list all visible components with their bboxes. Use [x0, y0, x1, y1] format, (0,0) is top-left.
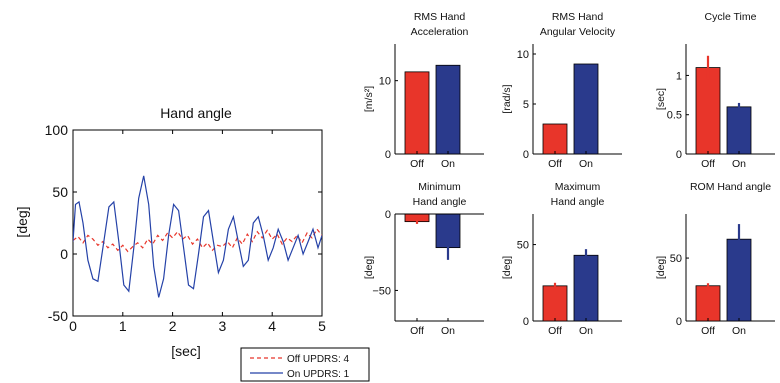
legend-box	[240, 347, 370, 382]
y-axis-label: [deg]	[363, 256, 375, 279]
y-axis-label: [sec]	[655, 88, 667, 110]
bar-chart-5: Maximum Hand angle Off On 0 50 [deg]	[501, 181, 622, 337]
y-tick-label: 0	[676, 316, 682, 328]
x-tick-label: On	[732, 325, 746, 337]
y-tick-label: 0	[60, 246, 68, 262]
y-tick-label: 50	[517, 240, 529, 252]
x-tick-label: On	[579, 325, 593, 337]
hand-angle-ylabel: [deg]	[14, 206, 30, 237]
x-tick-label: 1	[119, 318, 127, 334]
bar-chart-6: ROM Hand angle Off On 0 50[deg]	[655, 181, 775, 337]
hand-angle-legend: Off UPDRS: 4 On UPDRS: 1	[240, 347, 370, 382]
x-tick-label: 4	[268, 318, 276, 334]
y-tick-label: 10	[379, 76, 391, 88]
bar-chart-title: Hand angle	[551, 196, 605, 208]
x-tick-label: 5	[318, 318, 326, 334]
x-tick-label: Off	[548, 325, 562, 337]
bar-chart-3: Cycle Time Off On 0 0.5 1 [sec]	[655, 11, 775, 170]
x-tick-label: On	[732, 158, 746, 170]
y-tick-label: 50	[670, 253, 682, 265]
bar-chart-title: Acceleration	[411, 26, 469, 38]
x-tick-label: Off	[410, 325, 424, 337]
bar-chart-1: RMS Hand Acceleration Off On 0 10 [m/s²]	[363, 11, 484, 170]
legend-off-label: Off UPDRS: 4	[287, 354, 349, 365]
bar-chart-2: RMS Hand Angular Velocity Off On 0 5 10 [rad/s]	[501, 11, 622, 170]
y-tick-label: 10	[517, 49, 529, 61]
series-line-on	[73, 175, 322, 298]
bar-chart-title: RMS Hand	[414, 11, 466, 23]
hand-angle-xlabel: [sec]	[171, 343, 201, 359]
x-tick-label: On	[441, 325, 455, 337]
x-tick-label: On	[441, 158, 455, 170]
x-tick-label: On	[579, 158, 593, 170]
x-tick-label: Off	[548, 158, 562, 170]
bar-on	[435, 64, 461, 155]
y-tick-label: 0	[523, 316, 529, 328]
bar-off	[542, 285, 568, 322]
bar-chart-title: Cycle Time	[705, 11, 757, 23]
x-tick-label: 0	[69, 318, 77, 334]
bar-chart-title: Hand angle	[413, 196, 467, 208]
y-axis-label: [deg]	[655, 256, 667, 279]
hand-angle-title: Hand angle	[160, 105, 232, 121]
y-tick-label: 100	[45, 122, 69, 138]
bar-chart-title: ROM Hand angle	[690, 181, 771, 193]
bar-chart-title: Angular Velocity	[540, 26, 616, 38]
y-tick-label: −50	[372, 285, 391, 297]
y-tick-label: 0.5	[667, 110, 682, 122]
x-tick-label: 2	[169, 318, 177, 334]
bar-on	[726, 106, 752, 155]
y-tick-label: 0	[385, 149, 391, 161]
y-tick-label: 0	[385, 209, 391, 221]
legend-on-label: On UPDRS: 1	[287, 369, 350, 380]
y-axis-label: [deg]	[501, 256, 513, 279]
y-axis-label: [rad/s]	[501, 84, 513, 113]
bar-chart-title: Maximum	[555, 181, 601, 193]
bar-on	[573, 254, 599, 322]
bar-chart-4: Minimum Hand angle Off On 0 −50 [deg]	[363, 181, 484, 337]
series-line-off	[73, 228, 322, 253]
bar-on	[573, 63, 599, 155]
y-axis-label: [m/s²]	[363, 86, 375, 112]
y-tick-label: 5	[523, 99, 529, 111]
x-tick-label: Off	[410, 158, 424, 170]
x-tick-label: 3	[219, 318, 227, 334]
bar-off	[404, 71, 430, 155]
y-tick-label: 1	[676, 70, 682, 82]
bar-chart-title: RMS Hand	[552, 11, 604, 23]
bar-chart-title: Minimum	[418, 181, 461, 193]
y-tick-label: 0	[676, 149, 682, 161]
y-tick-label: -50	[48, 308, 68, 324]
y-tick-label: 0	[523, 149, 529, 161]
hand-angle-axes-box	[72, 129, 323, 317]
bar-off	[695, 285, 721, 322]
y-tick-label: 50	[52, 184, 68, 200]
x-tick-label: Off	[701, 325, 715, 337]
bar-off	[695, 67, 721, 155]
bar-off	[542, 123, 568, 155]
x-tick-label: Off	[701, 158, 715, 170]
